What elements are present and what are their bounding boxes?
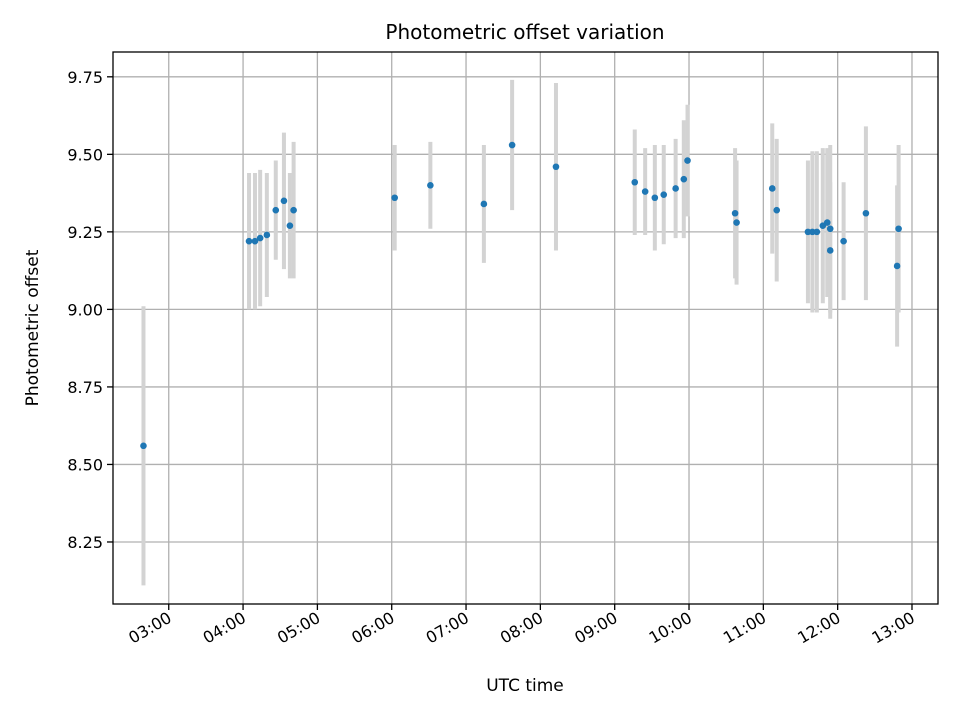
x-tick-label: 06:00 xyxy=(348,608,397,648)
data-point xyxy=(731,209,739,217)
x-tick-label: 13:00 xyxy=(869,608,918,648)
chart-title: Photometric offset variation xyxy=(385,20,664,44)
x-axis-title: UTC time xyxy=(486,676,564,696)
data-point xyxy=(251,237,259,245)
errorbar-layer xyxy=(141,79,901,586)
data-point xyxy=(826,225,834,233)
data-point xyxy=(272,206,280,214)
data-point xyxy=(631,178,639,186)
y-tick-label: 8.25 xyxy=(67,533,103,552)
data-point xyxy=(290,206,297,214)
plot-frame xyxy=(112,51,939,605)
data-point xyxy=(286,222,294,229)
data-point xyxy=(508,141,516,149)
x-tick-label: 09:00 xyxy=(571,608,620,648)
data-point xyxy=(552,163,560,171)
data-point xyxy=(660,191,668,198)
x-tick-label: 05:00 xyxy=(274,608,323,648)
point-layer xyxy=(140,141,902,450)
x-tick-label: 11:00 xyxy=(720,608,769,648)
y-axis-title: Photometric offset xyxy=(23,249,43,406)
y-tick-label: 9.50 xyxy=(67,145,103,164)
data-point xyxy=(140,442,147,450)
data-point xyxy=(773,206,781,214)
data-point xyxy=(733,219,740,226)
grid-layer xyxy=(113,52,938,604)
data-point xyxy=(862,209,870,217)
data-point xyxy=(280,197,288,205)
data-point xyxy=(840,237,847,245)
data-point xyxy=(672,185,679,192)
data-point xyxy=(768,185,776,192)
x-tick-label: 12:00 xyxy=(794,608,843,648)
data-point xyxy=(641,188,649,195)
data-point xyxy=(480,200,488,208)
y-tick-label: 9.00 xyxy=(67,300,103,319)
data-point xyxy=(893,262,901,270)
data-point xyxy=(680,175,688,183)
data-point xyxy=(427,182,434,189)
data-point xyxy=(813,228,821,236)
data-point xyxy=(391,194,398,202)
x-tick-label: 04:00 xyxy=(200,608,249,648)
x-tick-label: 03:00 xyxy=(125,608,174,648)
x-tick-label: 08:00 xyxy=(497,608,546,648)
data-point xyxy=(823,219,831,226)
data-point xyxy=(651,194,659,202)
data-point xyxy=(256,234,264,242)
data-point xyxy=(684,157,691,164)
data-point xyxy=(263,231,271,239)
y-tick-label: 8.75 xyxy=(67,378,103,397)
y-tick-label: 9.75 xyxy=(67,68,103,87)
y-tick-label: 8.50 xyxy=(67,455,103,474)
data-point xyxy=(895,225,902,233)
data-point xyxy=(826,247,834,254)
x-tick-label: 07:00 xyxy=(423,608,472,648)
x-tick-label: 10:00 xyxy=(646,608,695,648)
y-tick-label: 9.25 xyxy=(67,223,103,242)
data-point xyxy=(245,237,253,245)
